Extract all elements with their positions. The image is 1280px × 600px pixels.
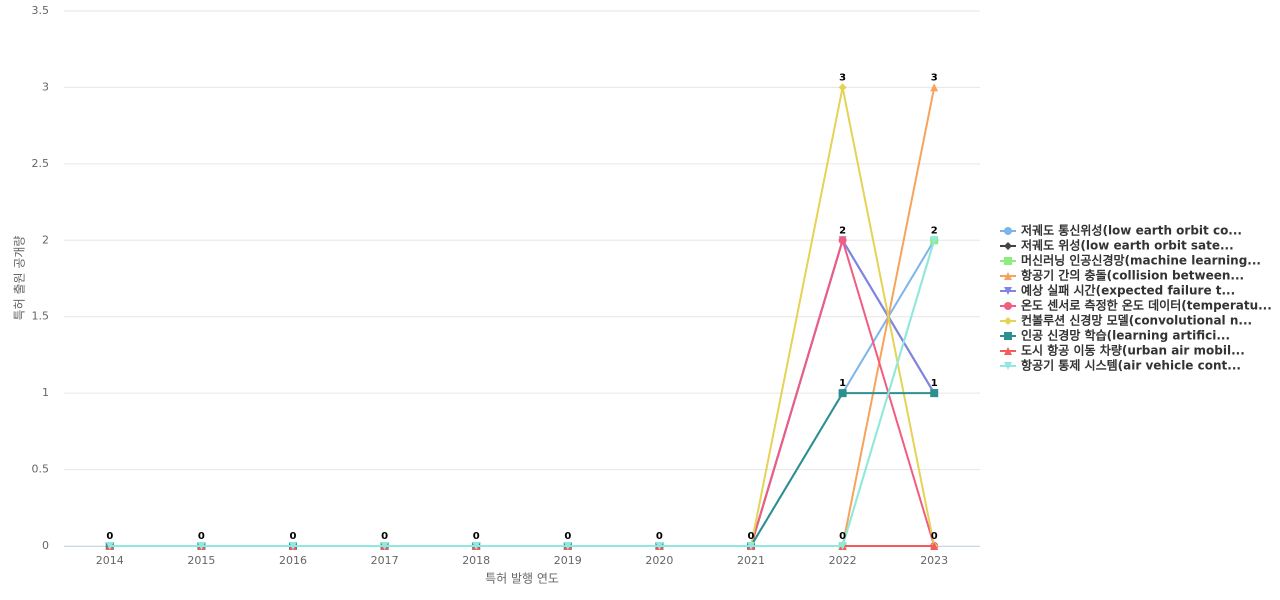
legend-item[interactable]: 머신러닝 인공신경망(machine learning... [1000, 253, 1261, 268]
x-tick-label: 2021 [737, 554, 765, 567]
legend-marker [1004, 287, 1012, 295]
legend-label: 저궤도 위성(low earth orbit sate... [1021, 238, 1234, 253]
x-tick-label: 2022 [829, 554, 857, 567]
data-label: 0 [381, 531, 388, 542]
data-label: 0 [106, 531, 113, 542]
legend-marker [1004, 332, 1012, 340]
legend-marker [1004, 272, 1012, 280]
legend-item[interactable]: 컨볼루션 신경망 모델(convolutional n... [1000, 313, 1252, 328]
legend-item[interactable]: 항공기 통제 시스템(air vehicle cont... [1000, 358, 1241, 373]
legend-marker [1004, 347, 1012, 355]
y-tick-label: 0.5 [32, 463, 50, 476]
point [289, 542, 297, 550]
y-axis-title: 특허 출원 공개량 [13, 236, 27, 321]
data-label: 0 [473, 531, 480, 542]
x-axis-title: 특허 발행 연도 [485, 571, 559, 586]
y-tick-label: 0 [42, 539, 49, 552]
data-label: 0 [748, 531, 755, 542]
legend-marker [1004, 242, 1012, 250]
x-tick-label: 2015 [187, 554, 215, 567]
legend-item[interactable]: 인공 신경망 학습(learning artifici... [1000, 328, 1230, 343]
x-tick-label: 2017 [371, 554, 399, 567]
legend-marker [1004, 317, 1012, 325]
point [472, 542, 481, 550]
point [930, 83, 939, 92]
point [197, 542, 206, 550]
legend-label: 온도 센서로 측정한 온도 데이터(temperatu... [1021, 298, 1272, 313]
point [930, 236, 939, 245]
point [838, 83, 847, 92]
legend-item[interactable]: 저궤도 위성(low earth orbit sate... [1000, 238, 1234, 253]
data-label: 0 [198, 531, 205, 542]
legend-marker [1004, 362, 1012, 370]
x-tick-label: 2016 [279, 554, 307, 567]
data-label: 0 [839, 531, 846, 542]
legend-label: 머신러닝 인공신경망(machine learning... [1021, 253, 1261, 268]
y-tick-label: 1 [42, 386, 49, 399]
point [838, 389, 847, 398]
legend-label: 저궤도 통신위성(low earth orbit co... [1021, 223, 1242, 238]
x-tick-label: 2018 [462, 554, 490, 567]
x-tick-label: 2019 [554, 554, 582, 567]
legend-label: 항공기 간의 충돌(collision between... [1021, 268, 1244, 283]
point [838, 542, 847, 550]
point [563, 542, 572, 550]
legend-label: 컨볼루션 신경망 모델(convolutional n... [1021, 313, 1252, 328]
legend-item[interactable]: 저궤도 통신위성(low earth orbit co... [1000, 223, 1242, 238]
legend-marker [1004, 227, 1012, 235]
point [930, 389, 939, 398]
x-tick-label: 2020 [645, 554, 673, 567]
x-tick-label: 2014 [96, 554, 124, 567]
point [380, 542, 389, 550]
series-line [109, 239, 936, 547]
data-label: 3 [839, 72, 846, 83]
legend-label: 도시 항공 이동 차량(urban air mobil... [1021, 343, 1245, 358]
legend-label: 인공 신경망 학습(learning artifici... [1021, 328, 1230, 343]
data-label: 0 [656, 531, 663, 542]
y-tick-label: 3 [42, 80, 49, 93]
y-tick-label: 1.5 [32, 310, 50, 323]
data-label: 1 [839, 378, 846, 389]
legend-label: 항공기 통제 시스템(air vehicle cont... [1021, 358, 1241, 373]
legend-label: 예상 실패 시간(expected failure t... [1021, 283, 1235, 298]
legend-marker [1004, 302, 1012, 310]
data-label: 2 [839, 225, 846, 236]
y-tick-label: 3.5 [32, 4, 50, 17]
y-tick-label: 2.5 [32, 157, 50, 170]
legend-marker [1004, 257, 1012, 265]
legend-item[interactable]: 온도 센서로 측정한 온도 데이터(temperatu... [1000, 298, 1272, 313]
x-tick-label: 2023 [920, 554, 948, 567]
legend-item[interactable]: 항공기 간의 충돌(collision between... [1000, 268, 1244, 283]
data-label: 0 [931, 531, 938, 542]
point [747, 542, 755, 550]
point [930, 542, 939, 550]
y-tick-label: 2 [42, 233, 49, 246]
point [105, 542, 114, 550]
point [838, 236, 847, 245]
legend-item[interactable]: 예상 실패 시간(expected failure t... [1000, 283, 1235, 298]
data-label: 0 [564, 531, 571, 542]
data-label: 2 [931, 225, 938, 236]
legend-item[interactable]: 도시 항공 이동 차량(urban air mobil... [1000, 343, 1245, 358]
data-label: 0 [290, 531, 297, 542]
point [655, 542, 664, 550]
data-label: 3 [931, 72, 938, 83]
data-label: 1 [931, 378, 938, 389]
